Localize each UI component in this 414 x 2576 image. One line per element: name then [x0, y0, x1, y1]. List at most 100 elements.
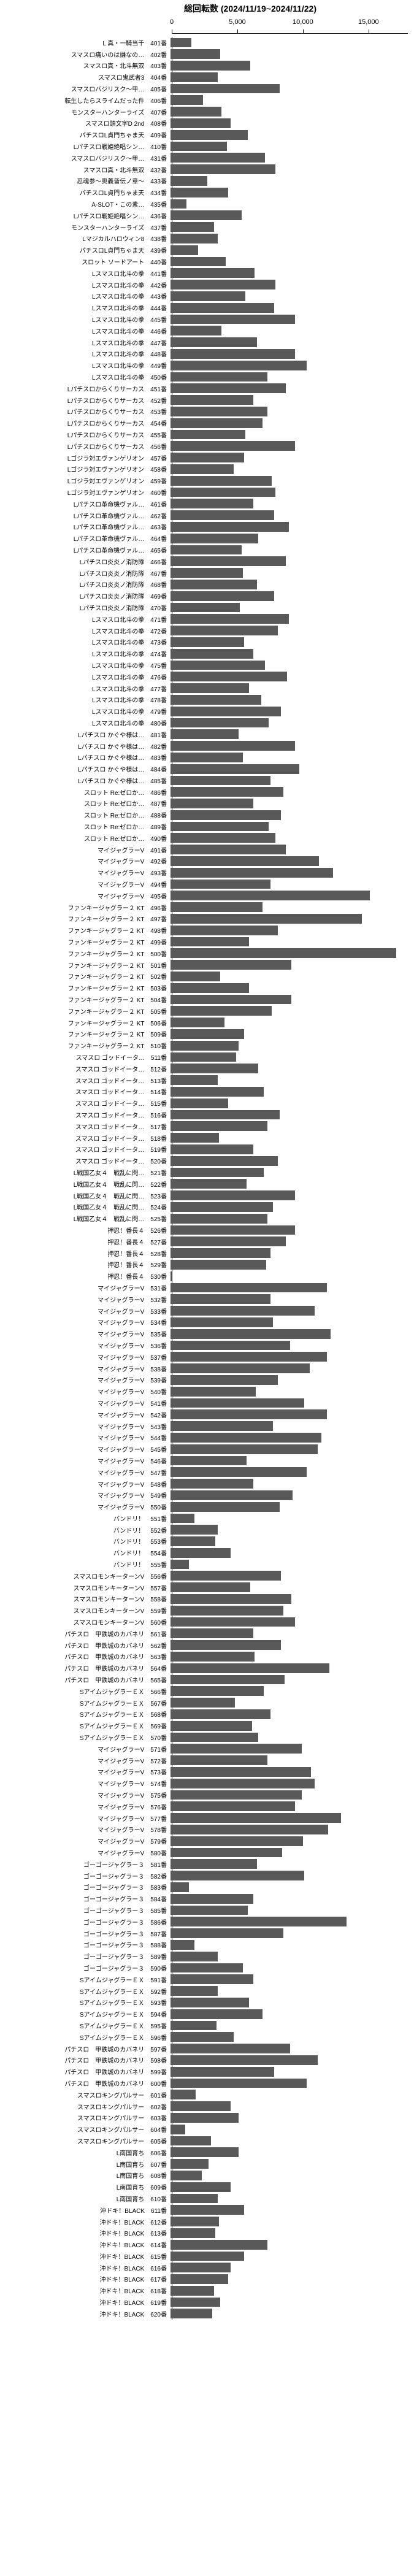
y-axis-label: マイジャグラーV 536番 — [0, 1341, 171, 1350]
y-axis-label: Lスマスロ北斗の拳 445番 — [0, 315, 171, 324]
y-axis-label: スロット Re:ゼロか… 490番 — [0, 834, 171, 843]
bar-area — [171, 1409, 408, 1420]
bar-area — [171, 2216, 408, 2228]
bar — [171, 2009, 263, 2019]
chart-row: スマスロ ゴッドイータ… 512番 — [0, 1063, 414, 1075]
bar-area — [171, 602, 408, 613]
bar — [171, 245, 198, 255]
bar — [171, 1709, 270, 1719]
chart-row: ファンキージャグラー２ KT 499番 — [0, 936, 414, 948]
bar — [171, 1686, 264, 1696]
y-axis-label: Lゴジラ対エヴァンゲリオン 458番 — [0, 464, 171, 473]
chart-row: マイジャグラーV 535番 — [0, 1328, 414, 1340]
bar — [171, 1225, 295, 1235]
chart-row: Lパチスロ炎炎ノ消防隊 468番 — [0, 578, 414, 590]
y-axis-label: SアイムジャグラーＥＸ 570番 — [0, 1733, 171, 1742]
bar-area — [171, 267, 408, 279]
bar — [171, 1963, 243, 1973]
bar-area — [171, 371, 408, 383]
y-axis-label: スマスロ ゴッドイータ… 512番 — [0, 1064, 171, 1073]
y-axis-label: スマスロ ゴッドイータ… 517番 — [0, 1122, 171, 1131]
chart-row: マイジャグラーV 572番 — [0, 1755, 414, 1766]
bar — [171, 326, 221, 335]
y-axis-label: SアイムジャグラーＥＸ 594番 — [0, 2009, 171, 2018]
y-axis-label: パチスロ 甲鉄城のカバネリ 565番 — [0, 1675, 171, 1684]
bar — [171, 580, 257, 589]
y-axis-label: スマスロキングパルサー 604番 — [0, 2125, 171, 2134]
bar-area — [171, 1801, 408, 1812]
chart-row: SアイムジャグラーＥＸ 596番 — [0, 2031, 414, 2043]
bar-area — [171, 2227, 408, 2239]
bar-area — [171, 83, 408, 94]
bar — [171, 1409, 327, 1419]
y-axis-label: Lスマスロ北斗の拳 441番 — [0, 269, 171, 278]
y-axis-label: Lパチスロからくりサーカス 451番 — [0, 384, 171, 393]
bar — [171, 1640, 281, 1650]
y-axis-label: バンドリ！ 553番 — [0, 1536, 171, 1546]
bar — [171, 476, 272, 486]
chart-row: Lスマスロ北斗の拳 471番 — [0, 613, 414, 625]
y-axis-label: 忍魂参～奥義皆伝ノ章～ 433番 — [0, 176, 171, 185]
chart-row: マイジャグラーV 550番 — [0, 1501, 414, 1512]
chart-row: L戦国乙女４ 戦乱に閃… 525番 — [0, 1213, 414, 1224]
chart-row: ファンキージャグラー２ KT 502番 — [0, 971, 414, 983]
bar — [171, 1444, 318, 1454]
y-axis-label: ファンキージャグラー２ KT 499番 — [0, 937, 171, 946]
y-axis-label: スロット Re:ゼロか… 489番 — [0, 822, 171, 831]
bar — [171, 2147, 239, 2157]
bar-area — [171, 1709, 408, 1720]
y-axis-label: スマスロ ゴッドイータ… 511番 — [0, 1052, 171, 1062]
bar-area — [171, 1144, 408, 1156]
y-axis-label: マイジャグラーV 576番 — [0, 1802, 171, 1811]
bar-area — [171, 2101, 408, 2112]
bar-area — [171, 1674, 408, 1685]
bar-area — [171, 60, 408, 72]
bar-area — [171, 1766, 408, 1778]
y-axis-label: マイジャグラーV 572番 — [0, 1756, 171, 1765]
bar-area — [171, 1132, 408, 1144]
bar — [171, 1433, 321, 1443]
y-axis-label: Lスマスロ北斗の拳 446番 — [0, 326, 171, 335]
bar-area — [171, 279, 408, 291]
bar-area — [171, 1755, 408, 1766]
y-axis-label: Lスマスロ北斗の拳 480番 — [0, 718, 171, 727]
chart-row: スマスロ ゴッドイータ… 520番 — [0, 1155, 414, 1167]
bar — [171, 349, 295, 359]
y-axis-label: Lパチスロ革命機ヴァル… 465番 — [0, 545, 171, 554]
bar — [171, 1087, 264, 1097]
bar — [171, 49, 220, 59]
bar-area — [171, 2112, 408, 2123]
y-axis-label: Lスマスロ北斗の拳 471番 — [0, 615, 171, 624]
y-axis-label: L南国育ち 610番 — [0, 2194, 171, 2203]
bar-area — [171, 1824, 408, 1836]
bar — [171, 753, 243, 762]
bar — [171, 926, 278, 935]
x-axis: 05,00010,00015,000 — [172, 18, 408, 37]
chart-row: L戦国乙女４ 戦乱に閃… 521番 — [0, 1167, 414, 1178]
chart-row: Lスマスロ北斗の拳 441番 — [0, 267, 414, 279]
bar-area — [171, 1063, 408, 1075]
chart-row: Lスマスロ北斗の拳 444番 — [0, 302, 414, 313]
chart-row: パチスロ 甲鉄城のカバネリ 598番 — [0, 2054, 414, 2066]
bar — [171, 1456, 247, 1466]
y-axis-label: ゴーゴージャグラー３ 585番 — [0, 1906, 171, 1915]
chart-row: L南国育ち 610番 — [0, 2193, 414, 2204]
bar-area — [171, 1097, 408, 1109]
y-axis-label: ファンキージャグラー２ KT 500番 — [0, 949, 171, 958]
bar — [171, 695, 261, 705]
y-axis-label: 沖ドキ！BLACK 613番 — [0, 2228, 171, 2237]
chart-row: スマスロモンキーターンV 560番 — [0, 1616, 414, 1628]
bar-area — [171, 1904, 408, 1916]
bar-area — [171, 2020, 408, 2031]
bar-area — [171, 256, 408, 267]
chart-row: ゴーゴージャグラー３ 584番 — [0, 1893, 414, 1904]
bar — [171, 534, 258, 543]
y-axis-label: モンスターハンターライズ 407番 — [0, 107, 171, 117]
bar — [171, 2090, 196, 2099]
chart-row: Lスマスロ北斗の拳 478番 — [0, 694, 414, 705]
chart-row: 沖ドキ！BLACK 617番 — [0, 2274, 414, 2285]
y-axis-label: ゴーゴージャグラー３ 583番 — [0, 1882, 171, 1892]
bar — [171, 1341, 290, 1351]
bar-area — [171, 729, 408, 740]
bar-area — [171, 705, 408, 717]
